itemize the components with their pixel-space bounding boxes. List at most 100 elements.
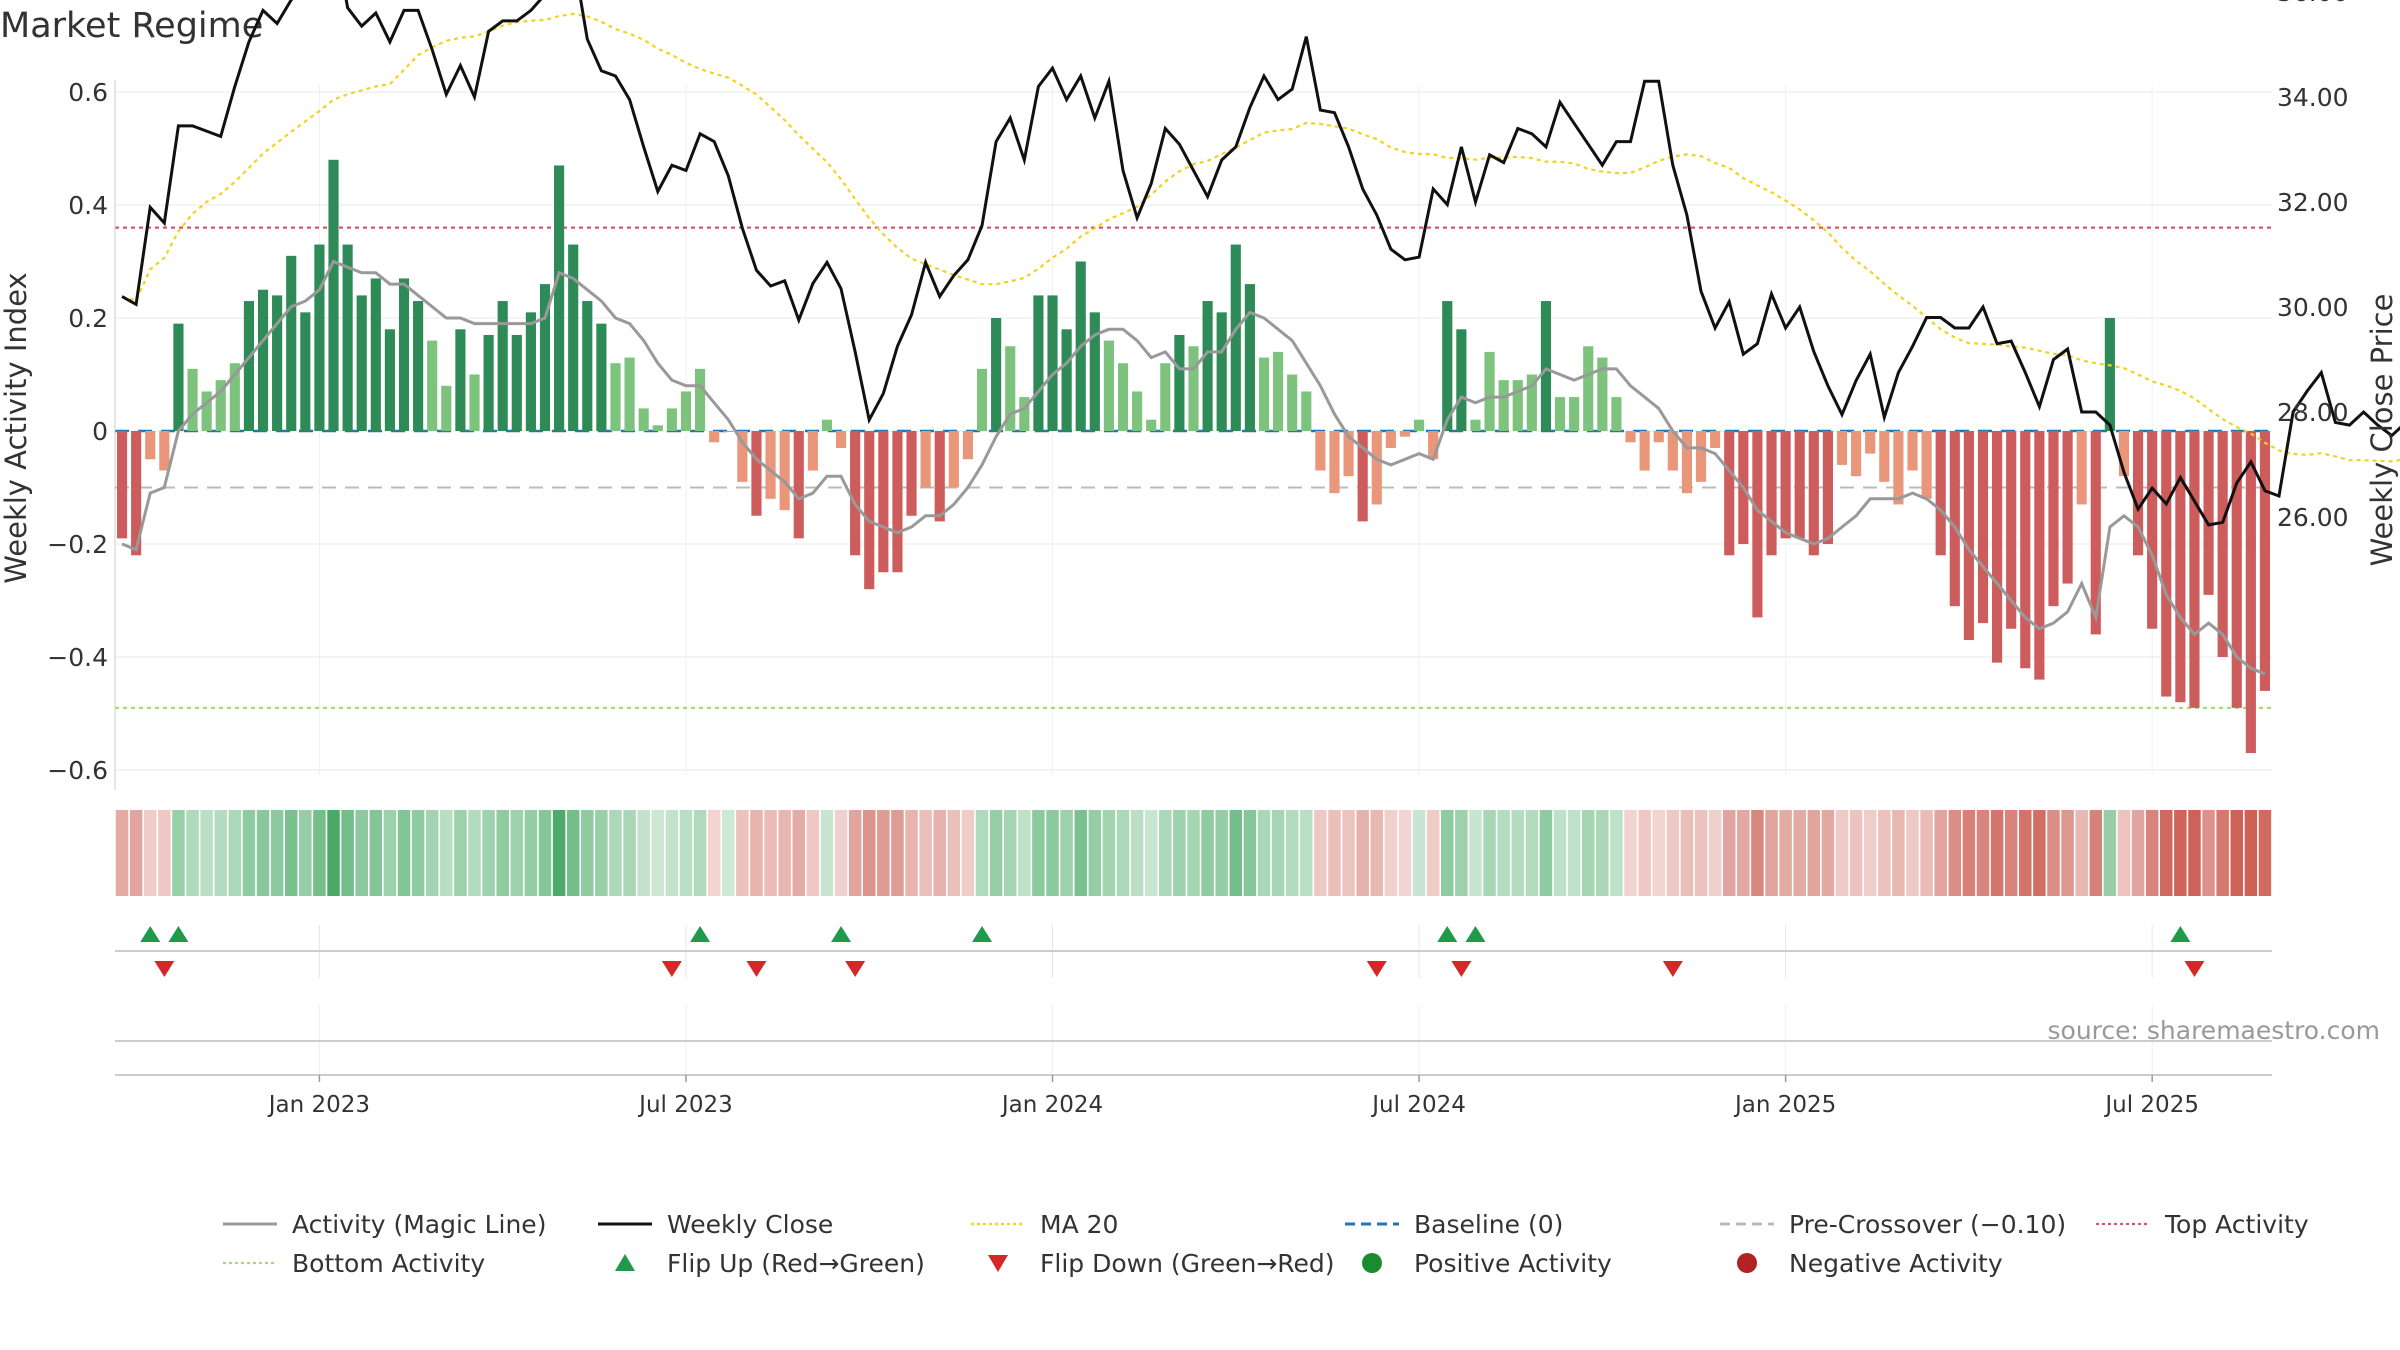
strip-cell: [637, 810, 650, 896]
strip-cell: [1144, 810, 1158, 896]
strip-cell: [1624, 810, 1637, 896]
activity-bar: [1695, 431, 1707, 482]
activity-bar: [807, 431, 818, 471]
activity-bar: [1216, 312, 1227, 431]
activity-bar: [215, 380, 226, 431]
activity-bar: [1146, 419, 1157, 431]
left-tick-label: 0: [92, 417, 108, 446]
strip-cell: [848, 810, 862, 896]
activity-bar: [892, 431, 903, 573]
legend-item: Bottom Activity: [223, 1249, 485, 1278]
regime-heat-strip: [115, 810, 2272, 896]
strip-cell: [862, 810, 876, 896]
activity-bar: [1879, 431, 1890, 482]
strip-cell: [1596, 810, 1609, 896]
activity-bar: [821, 419, 833, 431]
activity-bar: [286, 255, 297, 431]
strip-cell: [214, 810, 227, 896]
activity-bar: [1117, 363, 1129, 431]
strip-cell: [1412, 810, 1426, 896]
strip-cell: [397, 810, 411, 896]
activity-bar: [511, 334, 522, 431]
right-tick-label: 34.00: [2277, 83, 2349, 112]
activity-bar: [962, 431, 974, 460]
activity-bar: [2076, 431, 2087, 505]
strip-cell: [299, 810, 312, 896]
weekly-close-line: [121, 0, 2400, 527]
strip-cell: [1878, 810, 1891, 896]
strip-cell: [919, 810, 932, 896]
activity-bar: [2161, 431, 2172, 697]
strip-cell: [1765, 810, 1778, 896]
strip-cell: [496, 810, 509, 896]
legend-item: Top Activity: [2096, 1210, 2309, 1239]
strip-cell: [2089, 810, 2103, 896]
strip-cell: [1398, 810, 1412, 896]
strip-cell: [284, 810, 298, 896]
activity-bar: [1428, 431, 1439, 460]
activity-bar: [638, 408, 649, 431]
activity-bar: [1132, 391, 1143, 431]
ma20-line: [121, 12, 2400, 463]
strip-cell: [1300, 810, 1313, 896]
y-axis-label-right: Weekly Close Price: [2365, 294, 2399, 567]
reference-lines: [115, 226, 2272, 709]
x-tick-label: Jul 2023: [637, 1092, 733, 1118]
strip-cell: [834, 810, 848, 896]
strip-cell: [1370, 810, 1384, 896]
right-tick-label: 28.00: [2277, 398, 2349, 427]
strip-cell: [2230, 810, 2244, 896]
strip-cell: [1553, 810, 1567, 896]
strip-cell: [1567, 810, 1581, 896]
strip-cell: [1948, 810, 1962, 896]
activity-bar: [864, 431, 875, 590]
activity-bar: [1752, 431, 1763, 618]
activity-bar: [1653, 431, 1664, 443]
legend-label: Flip Down (Green→Red): [1040, 1249, 1335, 1278]
strip-cell: [1032, 810, 1045, 896]
activity-bar: [1963, 431, 1974, 641]
strip-cell: [538, 810, 552, 896]
strip-cell: [2145, 810, 2159, 896]
activity-bar: [1343, 431, 1354, 477]
activity-bar: [159, 431, 170, 471]
strip-cell: [1130, 810, 1144, 896]
left-tick-label: −0.4: [47, 643, 108, 672]
strip-cell: [1201, 810, 1214, 896]
strip-cell: [877, 810, 890, 896]
activity-bar: [398, 278, 410, 431]
legend-item: Activity (Magic Line): [223, 1210, 546, 1239]
right-tick-label: 36.00: [2277, 0, 2349, 7]
activity-bar: [1019, 397, 1030, 431]
chart-title: Market Regime: [0, 6, 263, 46]
activity-bar: [173, 323, 184, 431]
series-lines: [121, 0, 2400, 676]
activity-bar: [680, 391, 692, 431]
activity-bar: [272, 295, 283, 431]
flip-down-marker: [1366, 961, 1387, 977]
strip-cell: [1356, 810, 1369, 896]
strip-cell: [1779, 810, 1792, 896]
activity-bar: [976, 368, 988, 431]
strip-cell: [1793, 810, 1806, 896]
activity-bar: [1442, 301, 1453, 431]
x-tick-label: Jul 2024: [1370, 1092, 1466, 1118]
strip-cell: [989, 810, 1003, 896]
activity-bar: [1681, 431, 1693, 494]
strip-cell: [1314, 810, 1327, 896]
activity-bar: [2147, 431, 2158, 629]
activity-bar: [652, 425, 663, 431]
strip-cell: [1088, 810, 1102, 896]
x-tick-label: Jan 2024: [1000, 1092, 1103, 1118]
activity-bar: [1005, 346, 1016, 431]
legend-item: Negative Activity: [1737, 1249, 2003, 1278]
strip-cell: [665, 810, 679, 896]
flip-down-marker: [746, 961, 767, 977]
strip-cell: [1018, 810, 1031, 896]
activity-bar: [751, 431, 762, 516]
strip-cell: [750, 810, 763, 896]
activity-bar: [694, 368, 706, 431]
activity-bar: [1244, 284, 1255, 431]
activity-bar: [2104, 318, 2115, 431]
activity-bar: [1583, 346, 1594, 431]
